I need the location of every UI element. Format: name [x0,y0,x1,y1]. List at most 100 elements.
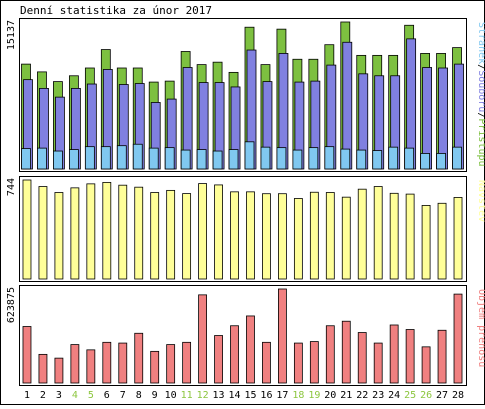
bar-visits-day-27 [437,202,447,280]
y-max-label: 744 [6,178,17,196]
x-tick-label-day-18: 18 [292,390,304,401]
bar-visits-day-5 [86,183,96,280]
bar-visits-day-14 [230,191,239,280]
bar-pages-day-11 [180,149,191,170]
x-tick-label-day-19: 19 [308,390,320,401]
bar-visits-day-8 [134,186,144,280]
panel-3: 623875 Objem přenosu [6,285,485,386]
bar-visits-day-16 [262,193,271,280]
bar-pages-day-13 [212,150,223,170]
side-label: Stránek/Souborů/Přístupů [476,22,485,167]
bar-volume-day-16 [262,341,271,384]
bar-pages-day-28 [452,146,462,170]
bar-visits-day-15 [246,191,255,280]
bar-volume-day-1 [22,326,32,384]
bar-volume-day-8 [134,332,144,384]
x-tick-label-day-3: 3 [56,390,62,401]
bar-pages-day-16 [260,146,271,170]
bar-volume-day-6 [102,341,112,384]
x-tick-label-day-8: 8 [136,390,142,401]
x-axis-day-labels: 1 2 3 4 5 6 7 8 9 10 11 12 13 14 15 16 17 18 19 20 21 22 23 24 2… [24,390,464,401]
bar-volume-day-18 [293,342,303,384]
bar-volume-day-24 [389,324,399,384]
bar-visits-day-25 [405,193,415,280]
x-tick-label-day-17: 17 [276,390,288,401]
bar-volume-day-25 [405,329,415,384]
bar-volume-day-5 [86,349,96,384]
bar-visits-day-9 [150,192,160,280]
x-tick-label-day-28: 28 [452,390,464,401]
bar-volume-day-13 [214,335,223,384]
bar-volume-day-28 [453,293,463,384]
bar-volume-day-19 [309,341,319,384]
bar-pages-day-3 [53,150,63,170]
bar-volume-day-20 [325,325,335,384]
side-label-part: Přístupů [476,118,485,166]
x-tick-label-day-6: 6 [104,390,110,401]
x-tick-label-day-9: 9 [152,390,158,401]
x-tick-label-day-10: 10 [165,390,177,401]
x-tick-label-day-26: 26 [420,390,432,401]
x-tick-label-day-21: 21 [340,390,352,401]
bar-pages-day-4 [68,149,79,170]
bar-volume-day-15 [246,315,255,384]
bar-volume-day-9 [150,350,160,384]
bar-pages-day-2 [37,147,47,170]
panel-2: 744 Návštěv [6,176,485,282]
x-tick-label-day-27: 27 [436,390,448,401]
x-tick-label-day-22: 22 [356,390,368,401]
bar-pages-day-18 [292,149,303,170]
y-max-label: 623875 [6,287,17,323]
bar-pages-day-24 [388,146,399,170]
bar-visits-day-7 [118,184,128,280]
bar-visits-day-10 [166,189,176,280]
bar-volume-day-23 [373,342,383,384]
bar-visits-day-11 [182,193,192,280]
bar-pages-day-7 [116,145,127,170]
bar-pages-day-5 [84,146,95,170]
bar-visits-day-1 [22,179,32,280]
bar-pages-day-14 [228,149,239,170]
y-max-label: 15137 [6,20,17,50]
x-tick-label-day-2: 2 [40,390,46,401]
bar-volume-day-4 [70,344,80,384]
bar-volume-day-3 [54,357,64,384]
bar-visits-day-28 [453,197,463,280]
bar-visits-day-26 [421,205,431,280]
bar-visits-day-21 [341,196,351,280]
bar-pages-day-20 [324,146,335,170]
side-label-part: Stránek [476,22,485,64]
bar-pages-day-23 [372,150,383,170]
bar-pages-day-17 [276,147,287,170]
bar-pages-day-25 [404,147,415,170]
bar-volume-day-17 [278,288,287,384]
bar-pages-day-19 [308,147,319,170]
bar-volume-day-7 [118,342,128,384]
bar-pages-day-21 [340,148,351,170]
bar-pages-day-6 [100,146,111,170]
x-tick-label-day-12: 12 [197,390,209,401]
x-tick-label-day-15: 15 [244,390,256,401]
x-tick-label-day-5: 5 [88,390,94,401]
bar-volume-day-14 [230,325,239,384]
x-tick-label-day-25: 25 [404,390,416,401]
x-tick-label-day-16: 16 [260,390,272,401]
bar-volume-day-2 [38,353,48,384]
side-label: Návštěv [476,180,485,222]
chart-title: Denní statistika za únor 2017 [20,4,212,17]
x-tick-label-day-4: 4 [72,390,78,401]
bar-visits-day-12 [198,183,207,280]
bar-visits-day-17 [278,193,287,280]
x-tick-label-day-1: 1 [24,390,30,401]
bar-volume-day-27 [437,329,447,384]
bar-visits-day-18 [293,198,303,280]
side-label-part: / [476,112,485,118]
bar-volume-day-11 [182,341,192,384]
bar-visits-day-23 [373,186,383,280]
x-tick-label-day-11: 11 [181,390,193,401]
bar-volume-day-22 [357,332,367,384]
x-tick-label-day-23: 23 [372,390,384,401]
bar-visits-day-20 [325,192,335,280]
bar-pages-day-8 [132,143,143,170]
